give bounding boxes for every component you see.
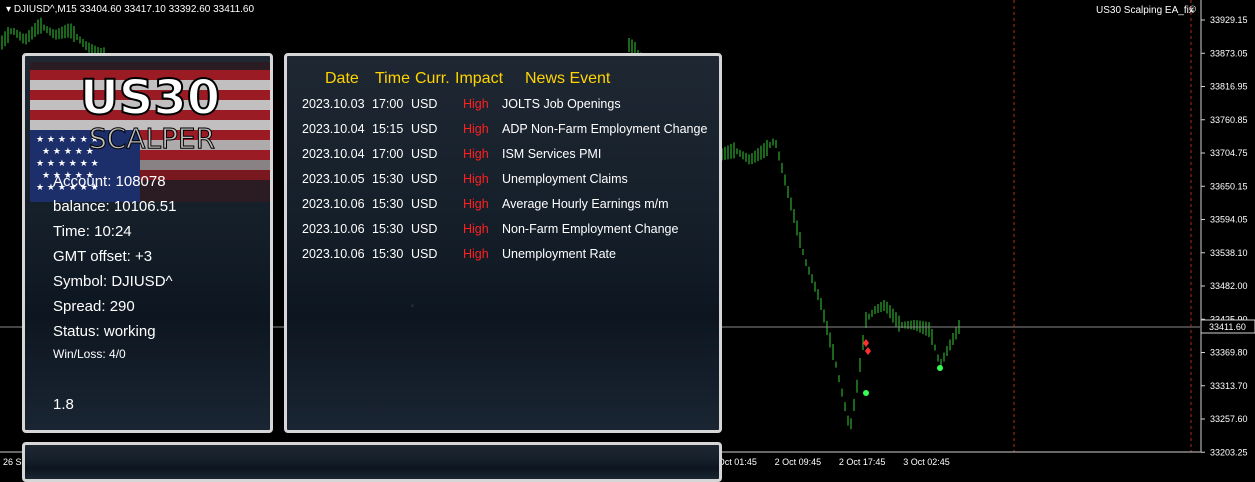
news-impact: High	[463, 197, 489, 211]
flag-stripe	[30, 170, 270, 180]
news-impact: High	[463, 222, 489, 236]
account-info-panel: ★ ★ ★ ★ ★ ★ ★ ★ ★ ★ ★ ★ ★ ★ ★ ★ ★ ★ ★ ★ …	[22, 53, 273, 433]
price-tick-label: 33873.05	[1210, 48, 1248, 58]
news-time: 15:30	[372, 247, 404, 261]
price-tick-label: 33257.60	[1210, 414, 1248, 424]
news-time: 15:30	[372, 222, 404, 236]
server-time: Time: 10:24	[53, 223, 132, 240]
news-currency: USD	[411, 247, 438, 261]
symbol-ohlc: ▾ DJIUSD^,M15 33404.60 33417.10 33392.60…	[6, 4, 255, 15]
news-date: 2023.10.03	[302, 97, 365, 111]
flag-stripe	[30, 70, 270, 80]
news-impact: High	[463, 147, 489, 161]
win-loss: Win/Loss: 4/0	[53, 347, 126, 361]
ea-label[interactable]: US30 Scalping EA_fix	[1096, 5, 1194, 16]
news-currency: USD	[411, 147, 438, 161]
news-currency: USD	[411, 172, 438, 186]
time-tick-label: 3 Oct 02:45	[903, 457, 950, 467]
news-event: ISM Services PMI	[502, 147, 602, 161]
header-time: Time	[375, 70, 410, 87]
svg-text:★ ★ ★ ★ ★ ★: ★ ★ ★ ★ ★ ★	[36, 135, 99, 145]
news-currency: USD	[411, 122, 438, 136]
svg-text:★ ★ ★ ★ ★ ★: ★ ★ ★ ★ ★ ★	[36, 183, 99, 193]
price-tick-label: 33816.95	[1210, 82, 1248, 92]
news-time: 15:30	[372, 172, 404, 186]
news-event: ADP Non-Farm Employment Change	[502, 122, 708, 136]
flag-stripe	[30, 150, 270, 160]
news-date: 2023.10.04	[302, 147, 365, 161]
flag-canton	[30, 130, 140, 202]
news-currency: USD	[411, 97, 438, 111]
price-tick-label: 33929.15	[1210, 15, 1248, 25]
news-time: 15:30	[372, 197, 404, 211]
news-impact: High	[463, 122, 489, 136]
news-time: 15:15	[372, 122, 404, 136]
news-event: JOLTS Job Openings	[502, 97, 621, 111]
news-date: 2023.10.06	[302, 197, 365, 211]
price-tick-label: 33704.75	[1210, 148, 1248, 158]
trade-arrow-icon	[863, 339, 869, 347]
flag-stripe	[30, 110, 270, 120]
account-balance: balance: 10106.51	[53, 198, 177, 215]
price-tick-label: 33313.70	[1210, 381, 1248, 391]
bottom-panel	[22, 442, 722, 482]
logo-subtitle: SCALPER	[89, 122, 215, 155]
us30-scalper-logo: ★ ★ ★ ★ ★ ★ ★ ★ ★ ★ ★ ★ ★ ★ ★ ★ ★ ★ ★ ★ …	[30, 62, 270, 202]
trade-arrow-icon	[865, 347, 871, 355]
news-event: Non-Farm Employment Change	[502, 222, 679, 236]
price-tick-label: 33203.25	[1210, 447, 1248, 457]
news-event: Average Hourly Earnings m/m	[502, 197, 669, 211]
news-currency: USD	[411, 222, 438, 236]
price-tick-label: 33538.10	[1210, 248, 1248, 258]
news-event: Unemployment Claims	[502, 172, 628, 186]
account-info: Account: 108078 balance: 10106.51 Time: …	[53, 169, 176, 367]
ea-status: Status: working	[53, 323, 156, 340]
trade-markers	[863, 339, 943, 396]
news-time: 17:00	[372, 147, 404, 161]
spread-value: Spread: 290	[53, 298, 135, 315]
symbol-name: Symbol: DJIUSD^	[53, 273, 173, 290]
chart-header: ▾ DJIUSD^,M15 33404.60 33417.10 33392.60…	[0, 0, 1200, 20]
price-tick-label: 33760.85	[1210, 115, 1248, 125]
gmt-offset: GMT offset: +3	[53, 248, 153, 265]
account-number: Account: 108078	[53, 173, 166, 190]
news-currency: USD	[411, 197, 438, 211]
price-tick-label: 33482.00	[1210, 281, 1248, 291]
news-date: 2023.10.04	[302, 122, 365, 136]
news-date: 2023.10.05	[302, 172, 365, 186]
price-tick-label: 33425.90	[1210, 314, 1248, 324]
price-tick-label: 33594.05	[1210, 215, 1248, 225]
header-impact: Impact	[455, 70, 504, 87]
news-impact: High	[463, 247, 489, 261]
time-tick-label: 2 Oct 17:45	[839, 457, 886, 467]
svg-text:★ ★ ★ ★ ★: ★ ★ ★ ★ ★	[42, 171, 94, 181]
trade-arrow-icon	[937, 365, 943, 371]
smiley-icon[interactable]: ☺	[1187, 3, 1199, 15]
time-tick-label: 2 Oct 01:45	[710, 457, 757, 467]
flag-stripe	[30, 90, 270, 100]
news-date: 2023.10.06	[302, 247, 365, 261]
news-panel: · Date Time Curr. Impact News Event 2023…	[284, 53, 722, 433]
news-date: 2023.10.06	[302, 222, 365, 236]
logo-title: US30	[80, 70, 220, 126]
price-tick-label: 33369.80	[1210, 348, 1248, 358]
price-tick-label: 33650.15	[1210, 181, 1248, 191]
header-date: Date	[325, 70, 359, 87]
current-price-box	[1200, 319, 1255, 334]
price-axis: 33929.15 33873.05 33816.95 33760.85 33704.75…	[1201, 15, 1248, 457]
svg-text:★ ★ ★ ★ ★: ★ ★ ★ ★ ★	[42, 147, 94, 157]
version-number: 1.8	[53, 396, 74, 413]
svg-text:★ ★ ★ ★ ★ ★: ★ ★ ★ ★ ★ ★	[36, 159, 99, 169]
star-icon: ★ ★ ★ ★ ★ ★ ★ ★ ★ ★ ★ ★ ★ ★ ★ ★ ★ ★ ★ ★ …	[36, 135, 99, 193]
time-tick-label: 2 Oct 09:45	[775, 457, 822, 467]
news-impact: High	[463, 172, 489, 186]
header-currency: Curr.	[415, 70, 450, 87]
trade-arrow-icon	[863, 390, 869, 396]
news-time: 17:00	[372, 97, 404, 111]
news-event: Unemployment Rate	[502, 247, 616, 261]
news-impact: High	[463, 97, 489, 111]
header-event: News Event	[525, 70, 611, 87]
flag-stripe	[30, 130, 270, 140]
current-price-label: 33411.60	[1209, 322, 1246, 332]
